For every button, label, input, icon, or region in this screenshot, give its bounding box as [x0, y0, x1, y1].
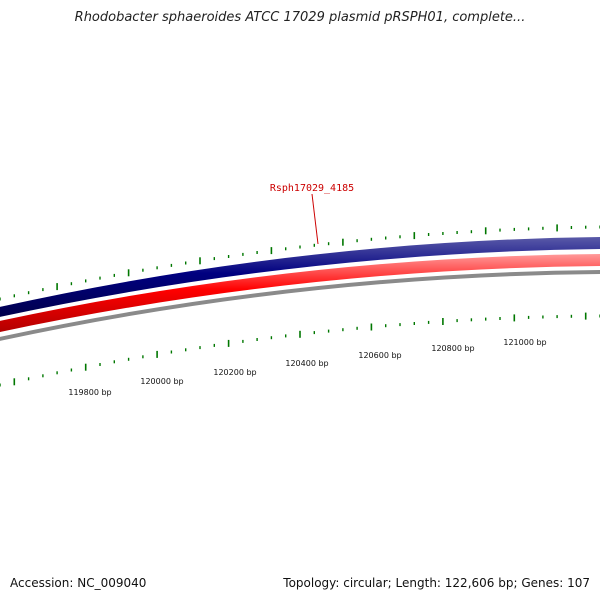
ruler-label: 120600 bp	[358, 351, 401, 360]
ruler-label: 120800 bp	[431, 344, 474, 353]
ruler-label: 120200 bp	[213, 368, 256, 377]
map-title: Rhodobacter sphaeroides ATCC 17029 plasm…	[74, 10, 526, 25]
ruler-labels: 119800 bp 120000 bp 120200 bp 120400 bp 1206…	[68, 338, 546, 397]
ruler-label: 121000 bp	[503, 338, 546, 347]
ruler-label: 120400 bp	[285, 359, 328, 368]
gene-pointer-line	[311, 193, 319, 245]
ruler-label: 120000 bp	[140, 377, 183, 386]
ruler-label: 119800 bp	[68, 388, 111, 397]
gene-label[interactable]: Rsph17029_4185	[270, 183, 354, 194]
forward-strand-track	[0, 237, 600, 317]
inner-tick-row	[0, 312, 600, 387]
summary-text: Topology: circular; Length: 122,606 bp; …	[283, 576, 590, 590]
accession-text: Accession: NC_009040	[10, 576, 147, 590]
reverse-strand-track	[0, 254, 600, 332]
outer-tick-row	[0, 224, 600, 301]
